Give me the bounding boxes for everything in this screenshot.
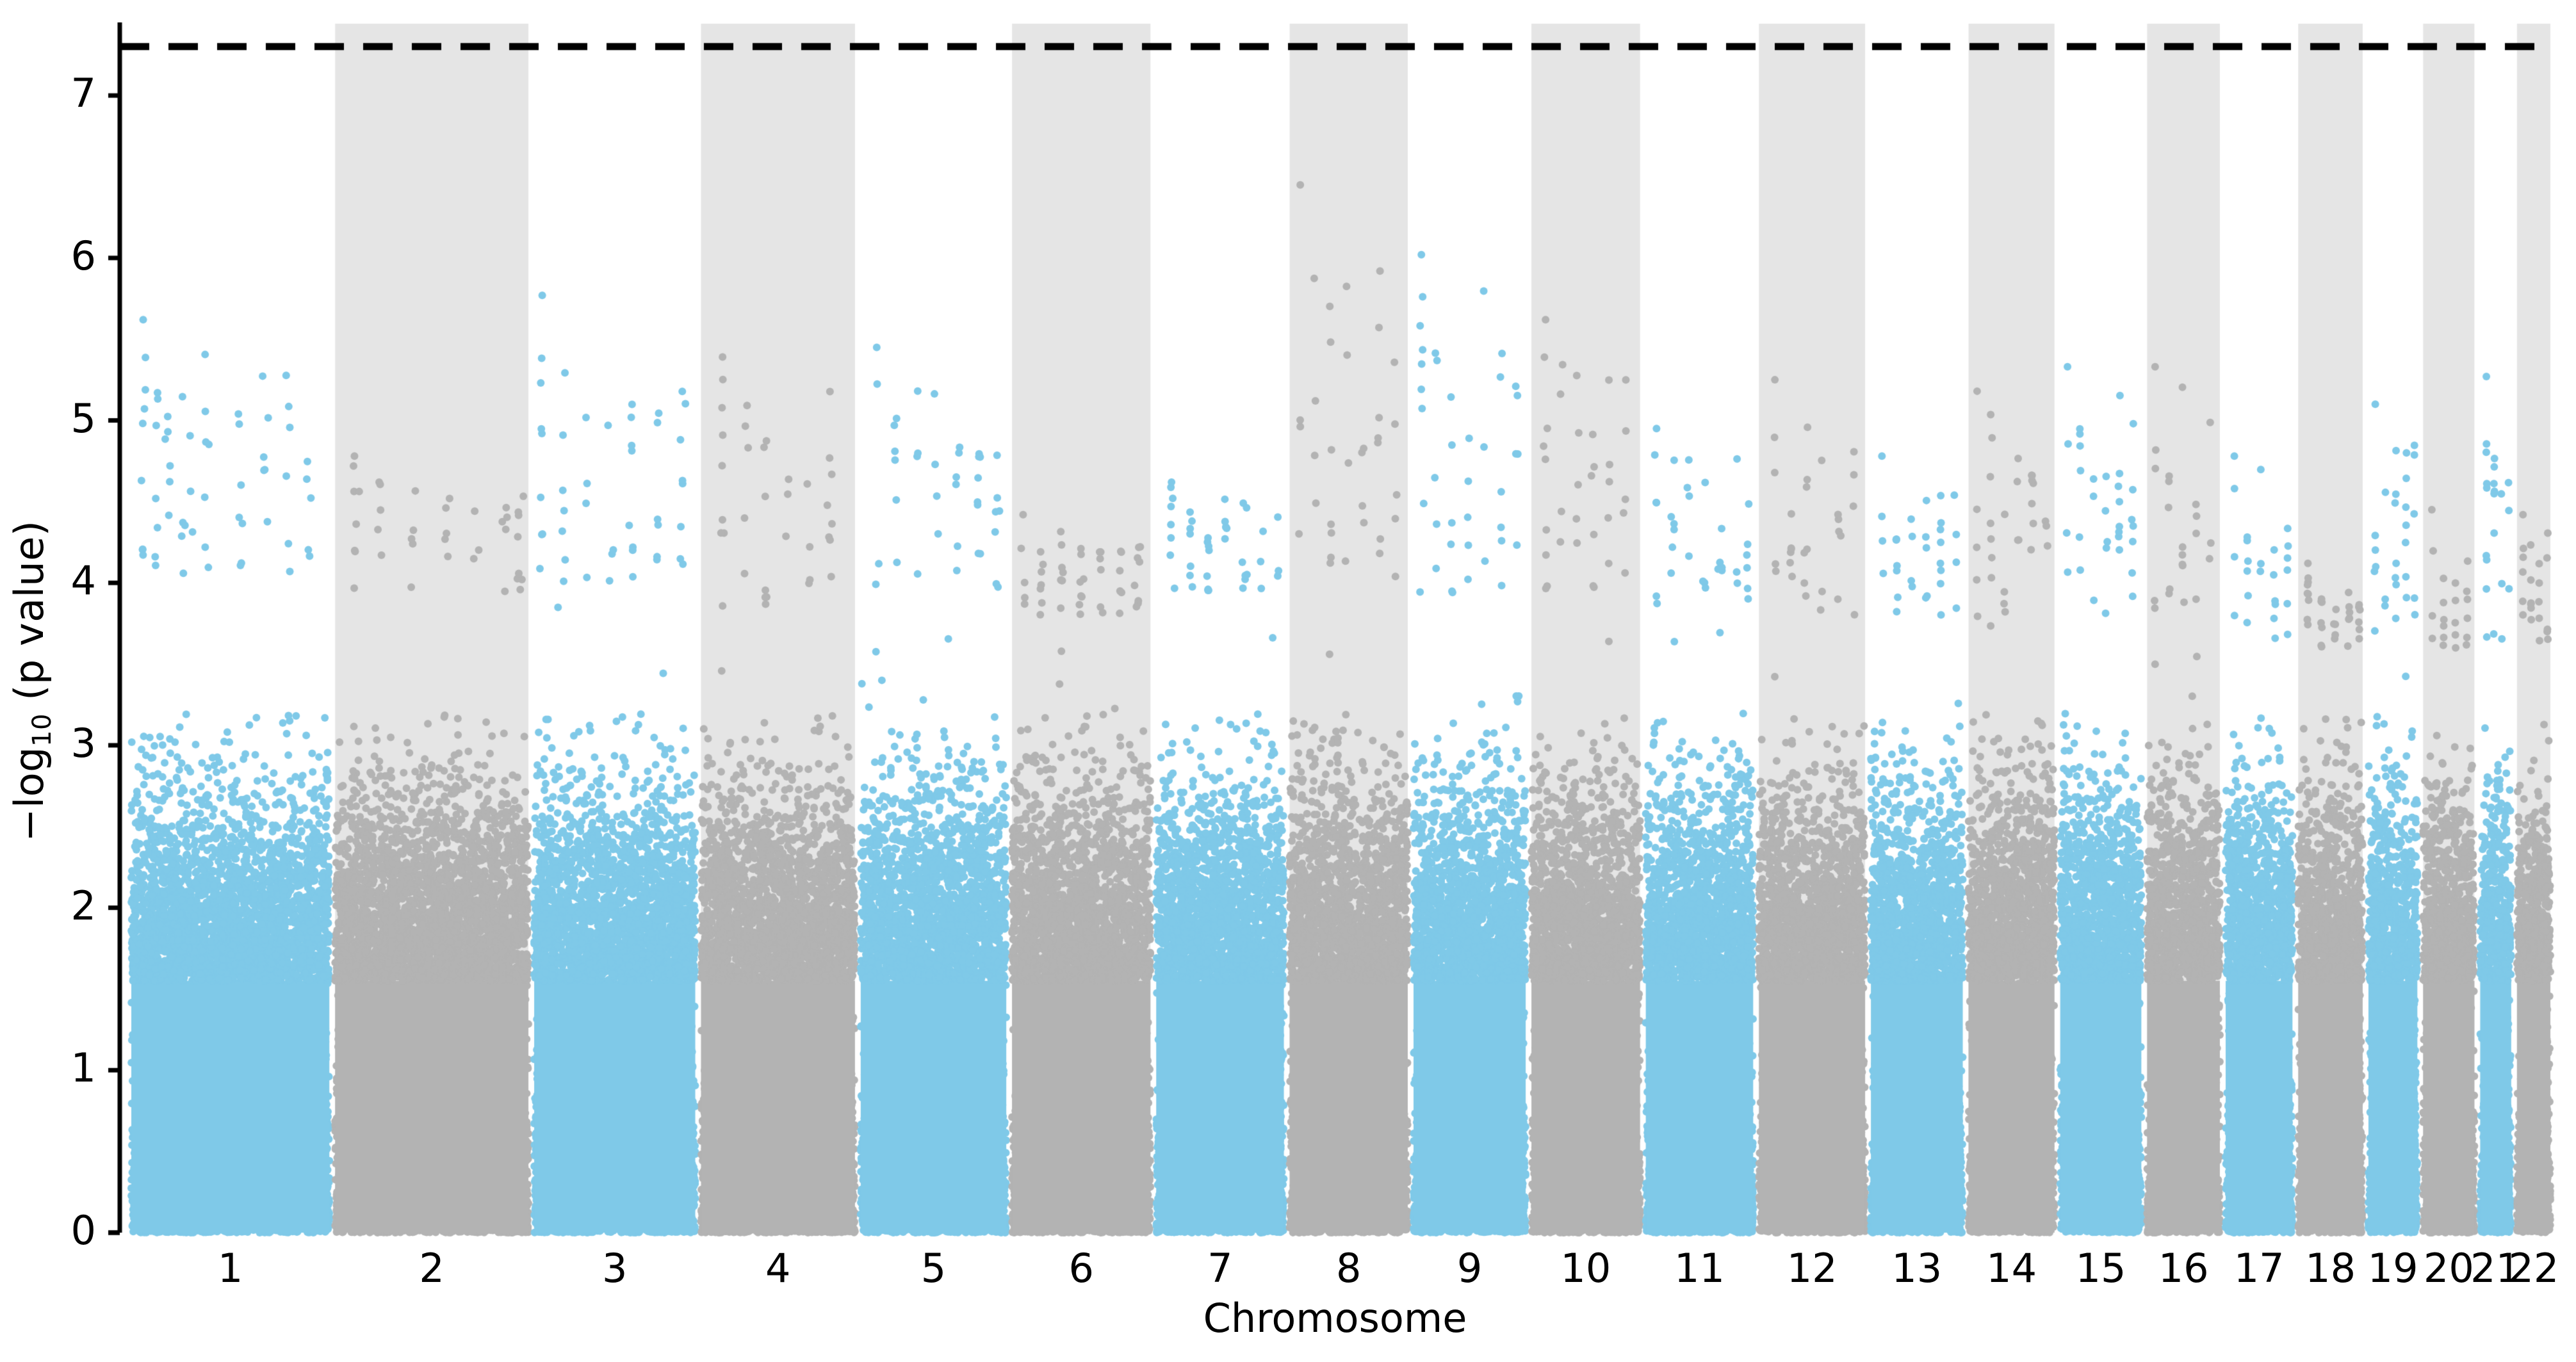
y-tick-label-6: 6 [70, 232, 96, 279]
y-tick-label-3: 3 [70, 719, 96, 766]
x-tick-label-chr15: 15 [2075, 1245, 2126, 1292]
y-tick-label-0: 0 [70, 1207, 96, 1254]
x-tick-label-chr7: 7 [1207, 1245, 1233, 1292]
y-tick-label-2: 2 [70, 882, 96, 929]
x-tick-label-chr22: 22 [2508, 1245, 2559, 1292]
y-tick-label-4: 4 [70, 557, 96, 604]
x-tick-label-chr4: 4 [765, 1245, 791, 1292]
x-tick-label-chr5: 5 [920, 1245, 947, 1292]
x-tick-label-chr18: 18 [2305, 1245, 2356, 1292]
x-tick-label-chr8: 8 [1336, 1245, 1362, 1292]
y-axis-tick-labels: 0 1 2 3 4 5 6 7 [26, 0, 96, 1362]
x-tick-label-chr1: 1 [217, 1245, 243, 1292]
y-tick-label-7: 7 [70, 70, 96, 117]
x-tick-label-chr13: 13 [1891, 1245, 1943, 1292]
x-tick-label-chr2: 2 [419, 1245, 444, 1292]
x-tick-label-chr10: 10 [1560, 1245, 1611, 1292]
x-tick-label-chr12: 12 [1786, 1245, 1838, 1292]
y-tick-label-5: 5 [70, 394, 96, 442]
x-tick-label-chr9: 9 [1456, 1245, 1483, 1292]
x-tick-label-chr14: 14 [1986, 1245, 2037, 1292]
x-tick-label-chr17: 17 [2233, 1245, 2285, 1292]
y-tick-label-1: 1 [70, 1044, 96, 1092]
y-axis-label-container: −log10 (p value) [0, 0, 58, 1362]
x-tick-label-chr16: 16 [2158, 1245, 2209, 1292]
x-tick-label-chr11: 11 [1674, 1245, 1725, 1292]
x-axis-label: Chromosome [1203, 1295, 1467, 1342]
x-tick-label-chr6: 6 [1068, 1245, 1094, 1292]
x-tick-label-chr21: 21 [2470, 1245, 2522, 1292]
x-tick-label-chr19: 19 [2367, 1245, 2418, 1292]
y-axis-label: −log10 (p value) [5, 520, 57, 842]
x-tick-label-chr3: 3 [602, 1245, 628, 1292]
x-tick-label-chr20: 20 [2423, 1245, 2474, 1292]
